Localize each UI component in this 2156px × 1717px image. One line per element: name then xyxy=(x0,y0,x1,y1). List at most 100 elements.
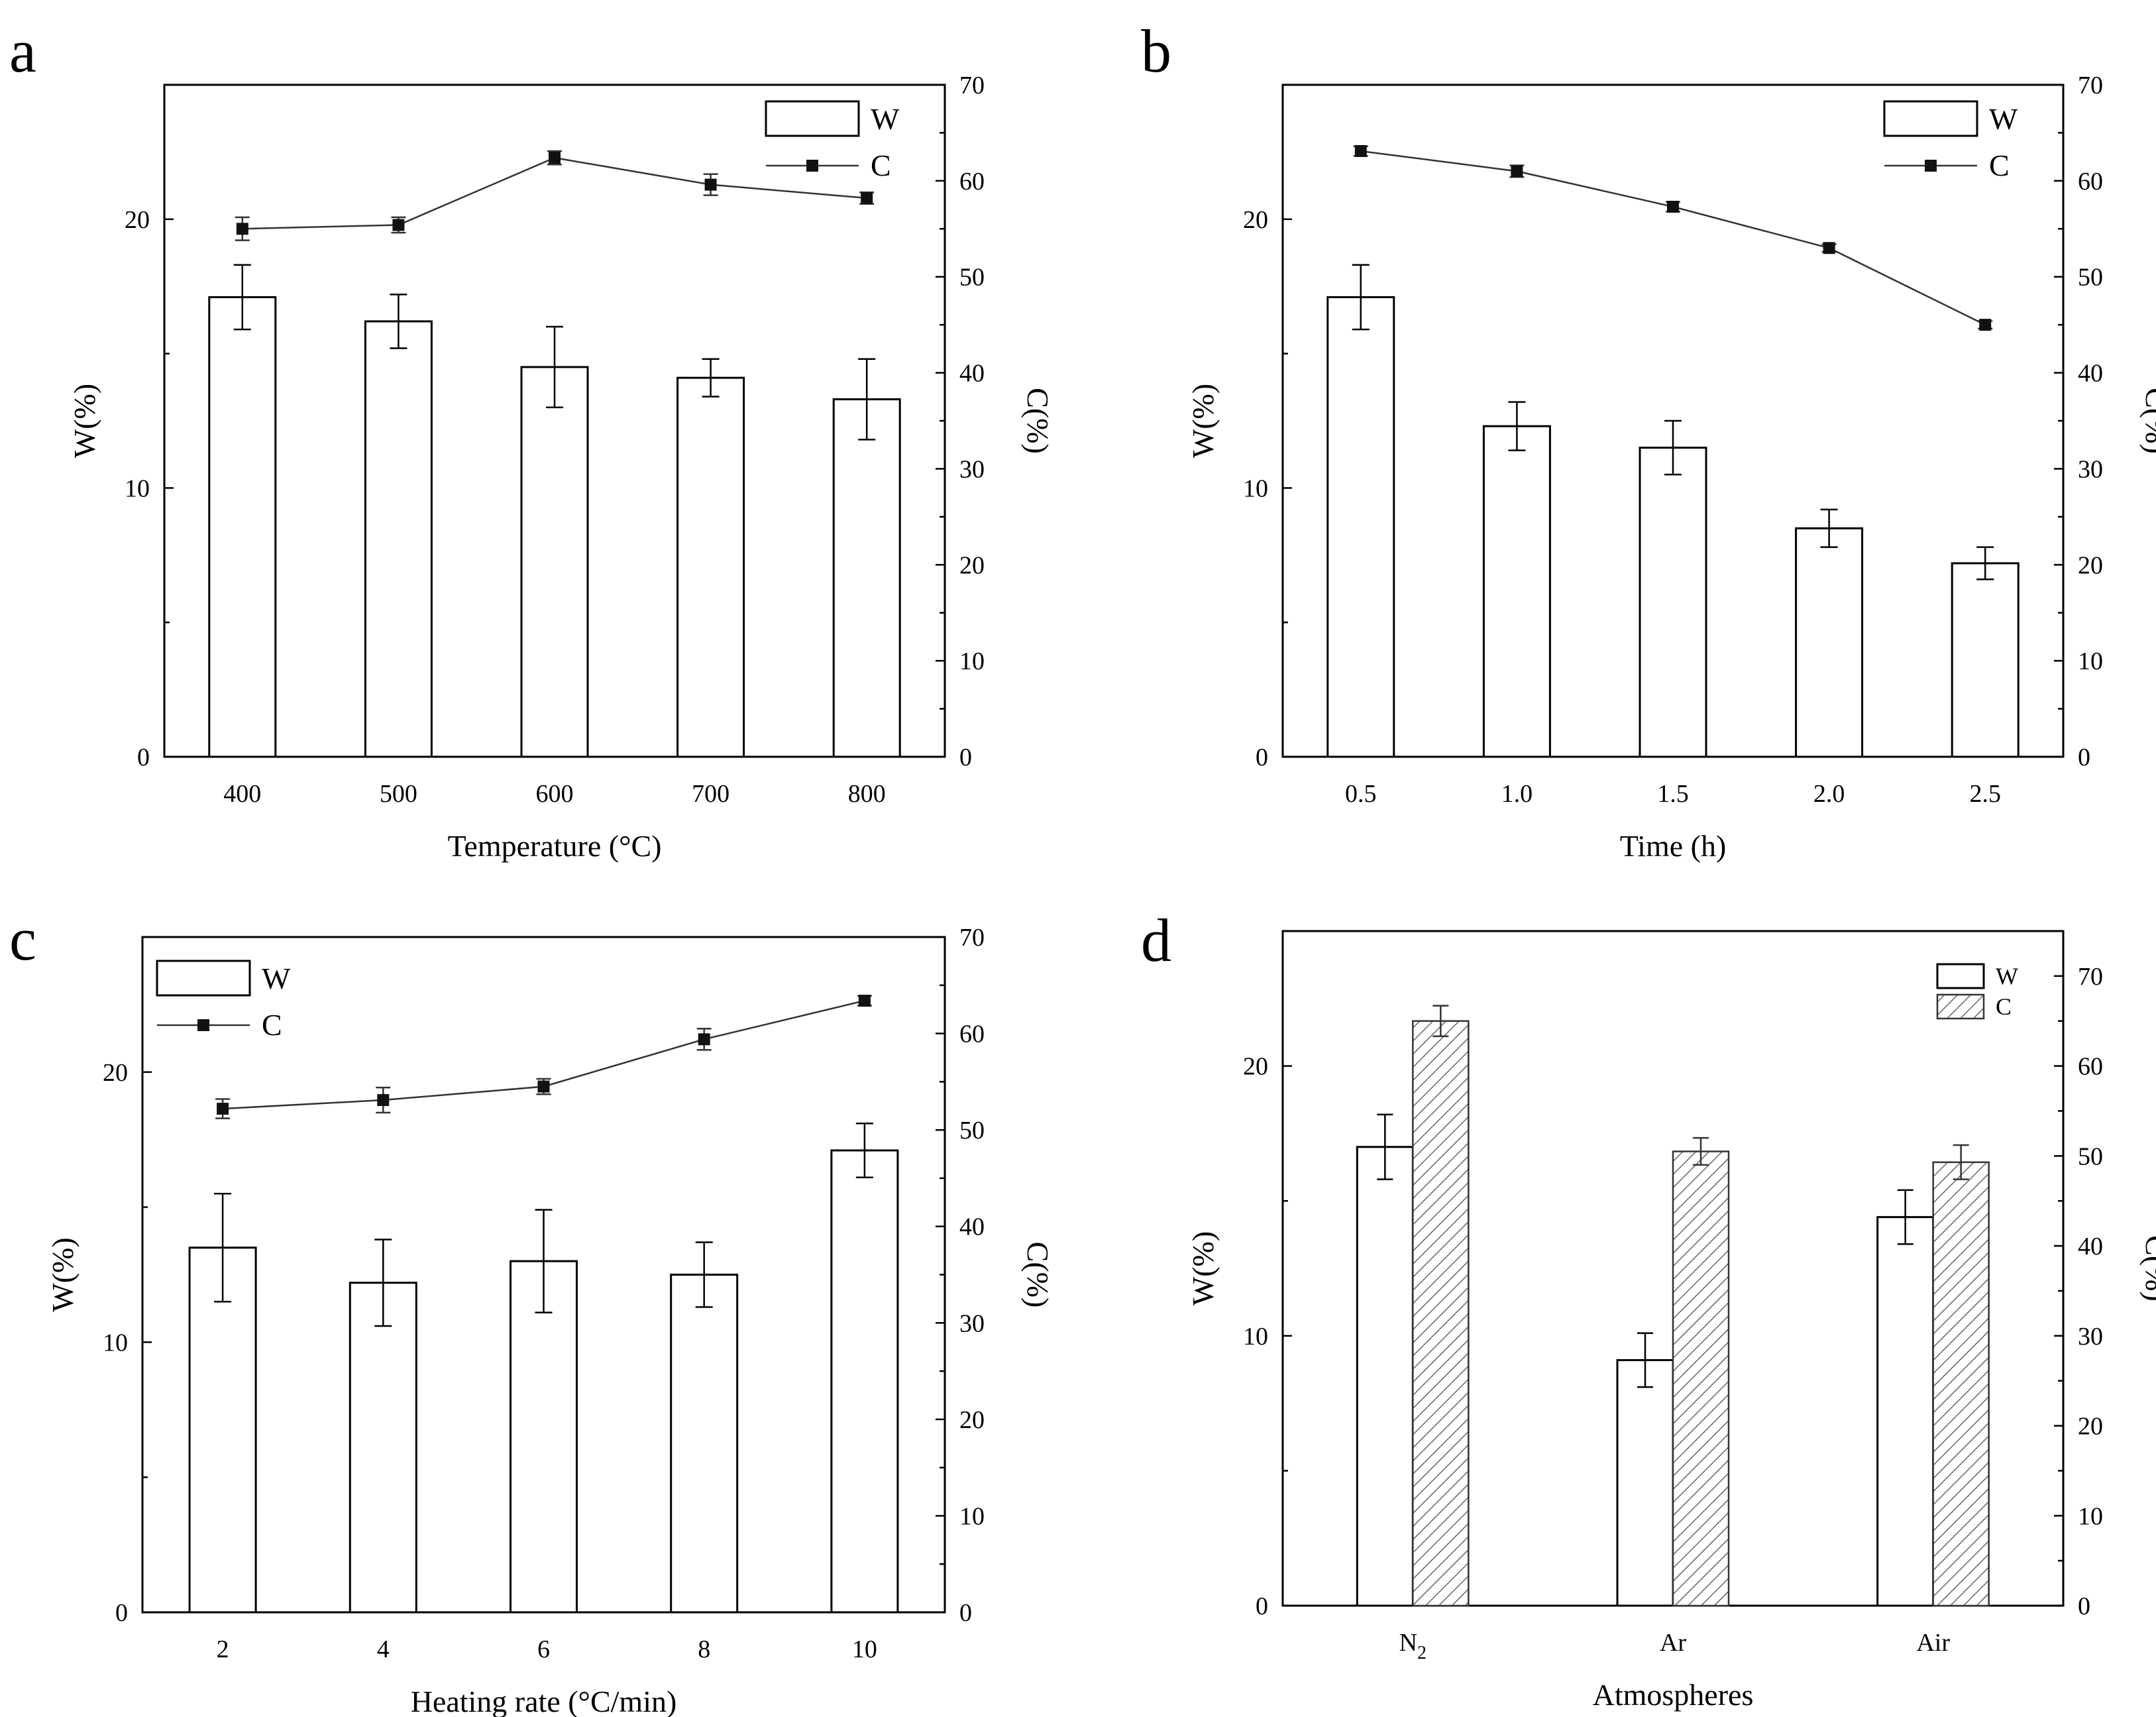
legend-swatch-w xyxy=(1936,963,1985,989)
x-axis-label: Time (h) xyxy=(1620,829,1727,863)
y2-tick-label: 40 xyxy=(959,1213,985,1241)
y2-tick-label: 10 xyxy=(2078,1502,2103,1530)
y2-tick-label: 0 xyxy=(2078,1592,2090,1620)
y2-tick-label: 30 xyxy=(959,455,985,483)
point-c xyxy=(1354,144,1367,157)
y2-tick-label: 20 xyxy=(2078,1413,2103,1441)
x-tick-label: 2 xyxy=(217,1635,229,1663)
bar-w xyxy=(670,1274,739,1614)
x-tick-label: 500 xyxy=(380,780,417,808)
bar-w xyxy=(510,1260,578,1614)
point-c xyxy=(861,192,873,204)
bar-w xyxy=(832,398,901,758)
y2-tick-label: 30 xyxy=(2078,455,2103,483)
bar-w xyxy=(349,1282,417,1614)
legend-label-c: C xyxy=(1996,993,2012,1020)
bar-w xyxy=(1326,296,1395,758)
x-tick-label: 600 xyxy=(536,780,574,808)
y2-tick-label: 70 xyxy=(959,72,985,99)
point-c xyxy=(392,219,405,231)
x-tick-label: 10 xyxy=(852,1635,877,1663)
legend-label-w: W xyxy=(1996,963,2018,989)
panel-c: c 0 10 20 0 10 20 30 40 50 60 70 W(%) C(%) Heating rat… xyxy=(9,905,1055,1717)
bar-w xyxy=(188,1246,257,1614)
legend-marker-c xyxy=(806,160,818,172)
y-tick-label: 0 xyxy=(137,744,150,771)
y2-axis-label: C(%) xyxy=(1021,388,1055,454)
y-tick-label: 0 xyxy=(115,1599,128,1627)
legend-label-w: W xyxy=(871,102,900,136)
y2-axis-label: C(%) xyxy=(1021,1242,1055,1308)
point-c xyxy=(1667,200,1679,213)
y2-tick-label: 0 xyxy=(2078,744,2090,771)
y2-axis-label: C(%) xyxy=(2139,1235,2156,1302)
x-tick-label: 1.0 xyxy=(1501,780,1533,808)
x-tick-label: N2 xyxy=(1399,1629,1427,1663)
bar-w xyxy=(1356,1146,1414,1607)
y-axis-label: W(%) xyxy=(68,384,101,458)
legend-label-c: C xyxy=(1989,148,2010,182)
x-tick-label: Ar xyxy=(1660,1629,1686,1657)
point-c xyxy=(549,152,561,164)
y2-tick-label: 50 xyxy=(959,264,985,292)
bar-w xyxy=(676,376,745,758)
bar-w xyxy=(1482,425,1551,758)
y2-tick-label: 50 xyxy=(959,1117,985,1144)
x-tick-label: 4 xyxy=(377,1635,390,1663)
y-tick-label: 0 xyxy=(1256,1592,1268,1620)
x-tick-label: 700 xyxy=(692,780,729,808)
bar-c xyxy=(1932,1161,1990,1607)
y-tick-label: 10 xyxy=(125,474,150,502)
bar-w xyxy=(520,366,589,758)
bar-w xyxy=(1795,527,1864,758)
point-c xyxy=(704,178,717,191)
y2-tick-label: 0 xyxy=(959,744,972,771)
panel-a: a 0 10 20 0 10 20 30 40 50 60 70 W(%) C(%) Temperature… xyxy=(9,17,1055,863)
point-c xyxy=(858,995,871,1007)
y-tick-label: 20 xyxy=(1243,1053,1268,1081)
point-c xyxy=(537,1080,550,1093)
y-axis-label: W(%) xyxy=(46,1237,80,1311)
y2-tick-label: 70 xyxy=(2078,963,2103,991)
y2-tick-label: 10 xyxy=(2078,647,2103,675)
y-axis-label: W(%) xyxy=(1186,1231,1220,1305)
x-tick-label: 8 xyxy=(698,1635,710,1663)
y2-tick-label: 50 xyxy=(2078,264,2103,292)
legend-label-c: C xyxy=(262,1008,282,1042)
y2-tick-label: 70 xyxy=(959,924,985,952)
legend-swatch-w xyxy=(156,960,251,997)
x-axis-label: Temperature (°C) xyxy=(448,829,662,863)
panel-letter: b xyxy=(1141,17,1171,85)
y-tick-label: 0 xyxy=(1256,744,1268,771)
point-c xyxy=(1511,165,1523,178)
legend-marker-c xyxy=(1925,160,1937,172)
y2-tick-label: 30 xyxy=(959,1309,985,1337)
panel-letter: d xyxy=(1141,907,1171,974)
panel-letter: a xyxy=(9,17,36,85)
point-c xyxy=(377,1094,390,1107)
y2-tick-label: 10 xyxy=(959,1502,985,1530)
y-tick-label: 10 xyxy=(1243,1323,1268,1351)
y2-tick-label: 10 xyxy=(959,647,985,675)
y2-tick-label: 20 xyxy=(2078,551,2103,579)
point-c xyxy=(1979,319,1992,331)
bar-w xyxy=(208,296,277,758)
x-tick-label: 400 xyxy=(223,780,261,808)
bar-w xyxy=(1876,1216,1935,1607)
legend-label-c: C xyxy=(871,148,891,182)
y2-tick-label: 20 xyxy=(959,1406,985,1434)
y2-tick-label: 40 xyxy=(959,360,985,388)
point-c xyxy=(698,1033,710,1046)
x-tick-label: 6 xyxy=(537,1635,550,1663)
legend-label-w: W xyxy=(262,962,291,995)
y-tick-label: 20 xyxy=(125,206,150,234)
x-axis-label: Heating rate (°C/min) xyxy=(411,1685,677,1717)
series-line-c xyxy=(1360,150,1986,326)
y2-tick-label: 60 xyxy=(959,1021,985,1048)
y2-tick-label: 60 xyxy=(2078,168,2103,195)
y-axis-label: W(%) xyxy=(1186,384,1220,458)
y2-tick-label: 40 xyxy=(2078,360,2103,388)
x-axis-label: Atmospheres xyxy=(1593,1678,1754,1712)
panel-b: b 0 10 20 0 10 20 30 40 50 60 70 W(%) C(%) Time (h) 0.5… xyxy=(1141,17,2156,863)
legend-swatch-w xyxy=(765,100,860,137)
